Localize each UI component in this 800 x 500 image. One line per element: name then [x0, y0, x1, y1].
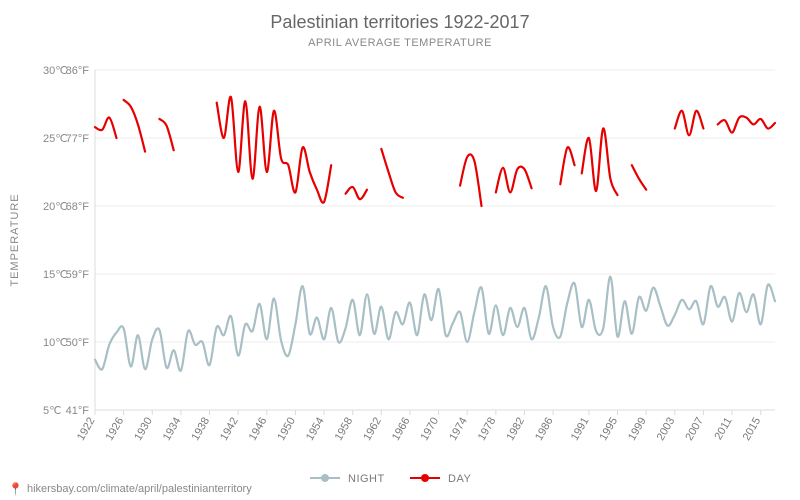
y-tick-f: 77°F — [66, 133, 90, 145]
legend-night-label: NIGHT — [348, 473, 385, 485]
y-tick-c: 5℃ — [43, 405, 61, 417]
y-tick-c: 15℃ — [43, 269, 68, 281]
y-tick-f: 41°F — [66, 405, 90, 417]
y-tick-c: 30℃ — [43, 65, 68, 77]
y-tick-f: 68°F — [66, 201, 90, 213]
y-tick-f: 86°F — [66, 65, 90, 77]
y-tick-f: 59°F — [66, 269, 90, 281]
y-axis-title: TEMPERATURE — [9, 193, 21, 286]
y-tick-c: 20℃ — [43, 201, 68, 213]
y-tick-c: 25℃ — [43, 133, 68, 145]
legend-day-label: DAY — [448, 473, 471, 485]
source-url: hikersbay.com/climate/april/palestiniant… — [27, 483, 252, 495]
chart-subtitle: APRIL AVERAGE TEMPERATURE — [308, 37, 492, 49]
y-tick-c: 10℃ — [43, 337, 68, 349]
legend-day-marker — [421, 474, 429, 482]
chart-svg: Palestinian territories 1922-2017 APRIL A… — [0, 0, 800, 500]
source-footer: 📍 hikersbay.com/climate/april/palestinia… — [8, 482, 252, 496]
chart-title: Palestinian territories 1922-2017 — [270, 12, 529, 32]
y-tick-f: 50°F — [66, 337, 90, 349]
legend-night-marker — [321, 474, 329, 482]
chart-container: Palestinian territories 1922-2017 APRIL A… — [0, 0, 800, 500]
map-pin-icon: 📍 — [8, 482, 23, 496]
